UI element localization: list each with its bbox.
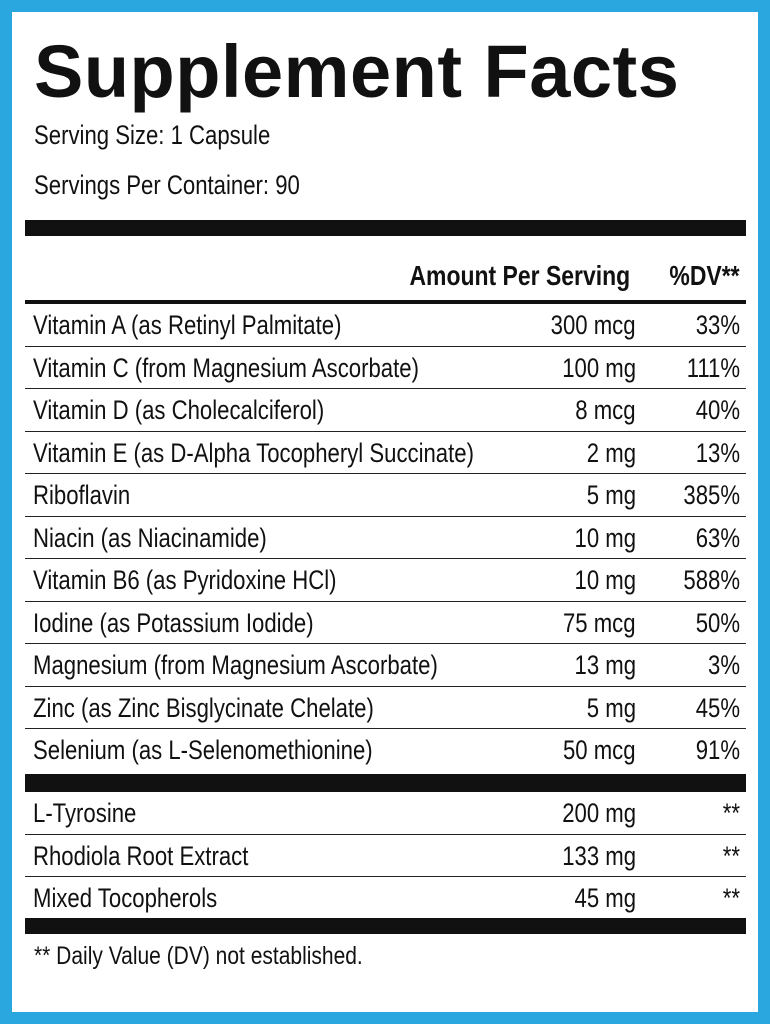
table-row: Niacin (as Niacinamide) 10 mg 63% [25,517,746,559]
table-row: L-Tyrosine 200 mg ** [25,792,746,835]
ingredient-amount: 100 mg [562,352,636,383]
table-row: Mixed Tocopherols 45 mg ** [25,877,746,920]
servings-per-container: Servings Per Container: 90 [34,170,300,200]
ingredient-dv: ** [722,883,740,913]
table-row: Vitamin B6 (as Pyridoxine HCl) 10 mg 588% [25,559,746,602]
supplement-facts-panel: Supplement Facts Serving Size: 1 Capsule… [12,12,758,1012]
ingredient-amount: 133 mg [562,840,636,871]
ingredient-name: Rhodiola Root Extract [33,840,249,871]
table-row: Iodine (as Potassium Iodide) 75 mcg 50% [25,602,746,644]
page-title: Supplement Facts [34,30,680,113]
table-row: Vitamin C (from Magnesium Ascorbate) 100 … [25,347,746,389]
ingredient-name: Vitamin B6 (as Pyridoxine HCl) [33,565,337,595]
ingredient-dv: 3% [707,650,740,680]
column-header-row: Amount Per Serving %DV** [25,254,746,298]
divider-thick-bottom [25,918,746,934]
ingredient-name: Vitamin A (as Retinyl Palmitate) [33,310,342,340]
dv-header: %DV** [669,260,740,291]
table-row: Rhodiola Root Extract 133 mg ** [25,835,746,877]
serving-size: Serving Size: 1 Capsule [34,120,271,150]
ingredient-name: Selenium (as L-Selenomethionine) [33,735,373,765]
ingredient-amount: 10 mg [574,522,636,553]
table-row: Vitamin E (as D-Alpha Tocopheryl Succina… [25,432,746,474]
divider-thick-middle [25,774,746,792]
ingredient-dv: 91% [695,735,740,765]
ingredient-name: Iodine (as Potassium Iodide) [33,607,314,638]
ingredient-dv: 385% [683,480,740,510]
ingredient-amount: 5 mg [586,692,636,723]
ingredient-name: Zinc (as Zinc Bisglycinate Chelate) [33,692,374,723]
ingredient-dv: 111% [686,352,740,383]
nutrient-list: Vitamin A (as Retinyl Palmitate) 300 mcg 3… [25,304,746,772]
other-ingredients-list: L-Tyrosine 200 mg ** Rhodiola Root Extract 1… [25,792,746,920]
ingredient-name: L-Tyrosine [33,798,137,828]
ingredient-dv: ** [722,840,740,871]
table-row: Selenium (as L-Selenomethionine) 50 mcg 91… [25,729,746,772]
table-row: Magnesium (from Magnesium Ascorbate) 13 m… [25,644,746,687]
ingredient-amount: 300 mcg [551,310,636,340]
divider-thick-top [25,220,746,236]
ingredient-amount: 10 mg [574,565,636,595]
ingredient-dv: 45% [695,692,740,723]
ingredient-dv: 40% [695,395,740,425]
ingredient-dv: ** [722,798,740,828]
footnote: ** Daily Value (DV) not established. [34,942,363,970]
ingredient-dv: 50% [695,607,740,638]
ingredient-name: Vitamin C (from Magnesium Ascorbate) [33,352,419,383]
ingredient-name: Mixed Tocopherols [33,883,218,913]
ingredient-dv: 13% [695,437,740,468]
ingredient-dv: 588% [683,565,740,595]
ingredient-name: Vitamin D (as Cholecalciferol) [33,395,325,425]
ingredient-amount: 45 mg [574,883,636,913]
ingredient-amount: 2 mg [586,437,636,468]
table-row: Zinc (as Zinc Bisglycinate Chelate) 5 mg 4… [25,687,746,729]
ingredient-amount: 50 mcg [563,735,636,765]
ingredient-amount: 5 mg [586,480,636,510]
ingredient-name: Riboflavin [33,480,131,510]
table-row: Vitamin A (as Retinyl Palmitate) 300 mcg 3… [25,304,746,347]
ingredient-amount: 13 mg [574,650,636,680]
divider-header [25,300,746,304]
ingredient-name: Niacin (as Niacinamide) [33,522,267,553]
ingredient-amount: 8 mcg [575,395,636,425]
amount-per-serving-header: Amount Per Serving [409,260,630,291]
ingredient-dv: 33% [695,310,740,340]
ingredient-amount: 200 mg [562,798,636,828]
ingredient-name: Vitamin E (as D-Alpha Tocopheryl Succina… [33,437,474,468]
ingredient-amount: 75 mcg [563,607,636,638]
table-row: Riboflavin 5 mg 385% [25,474,746,517]
ingredient-dv: 63% [695,522,740,553]
table-row: Vitamin D (as Cholecalciferol) 8 mcg 40% [25,389,746,432]
ingredient-name: Magnesium (from Magnesium Ascorbate) [33,650,438,680]
